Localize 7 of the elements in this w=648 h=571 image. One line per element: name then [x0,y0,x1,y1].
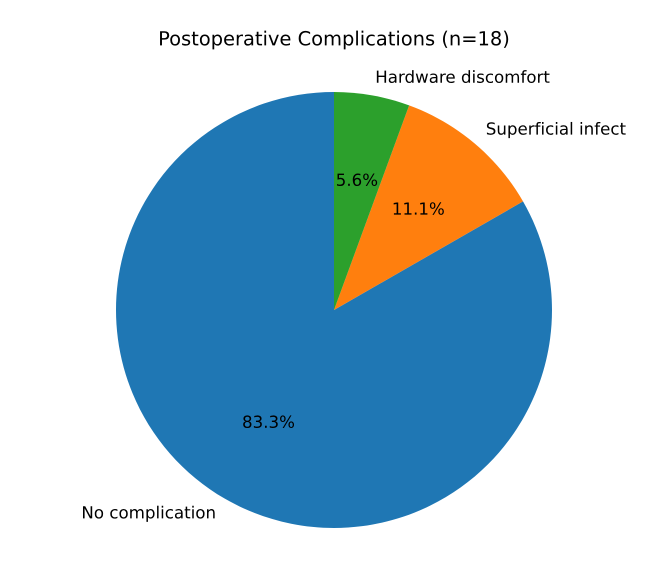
data-label: 83.3% [243,415,294,428]
data-label: 5.6% [337,173,378,186]
slice-label: Superficial infect [486,122,626,138]
data-label: 11.1% [394,202,444,215]
slice-label: No complication [83,506,215,522]
chart-title: Postoperative Complications (n=18) [160,30,508,50]
slice-label: Hardware discomfort [376,70,550,84]
